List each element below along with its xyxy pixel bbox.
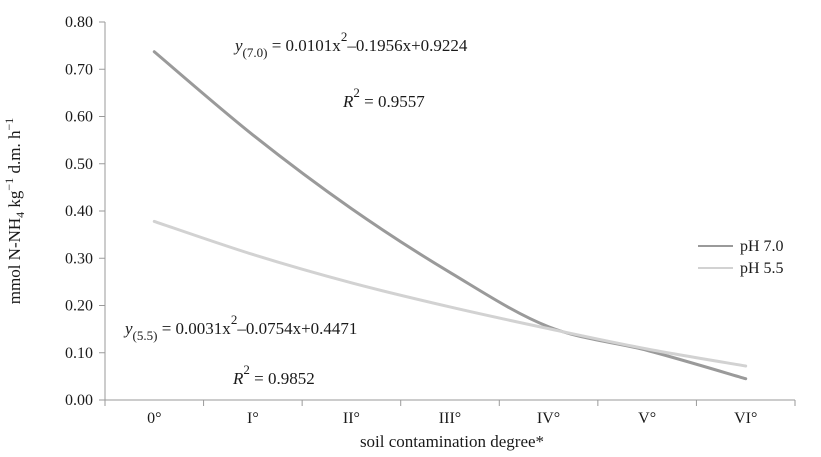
x-axis-title: soil contamination degree* <box>360 432 544 451</box>
r-squared-ph55: R2 = 0.9852 <box>232 362 315 388</box>
legend: pH 7.0 pH 5.5 <box>698 238 784 277</box>
axes-layer <box>104 22 795 401</box>
y-tick-label: 0.00 <box>65 392 93 409</box>
y-tick-label: 0.20 <box>65 298 93 315</box>
legend-label-ph55: pH 5.5 <box>740 260 784 277</box>
r-squared-ph70: R2 = 0.9557 <box>342 85 425 111</box>
x-tick-label: 0° <box>147 410 161 427</box>
x-tick-label: II° <box>343 410 360 427</box>
x-tick-label: III° <box>439 410 461 427</box>
y-tick-label: 0.80 <box>65 14 93 31</box>
equation-ph70: y(7.0) = 0.0101x2–0.1956x+0.9224 <box>233 29 468 60</box>
legend-label-ph70: pH 7.0 <box>740 238 784 255</box>
x-tick-group: 0° I° II° III° IV° V° VI° <box>104 400 796 427</box>
y-tick-group: 0.00 0.10 0.20 0.30 0.40 0.50 0.60 0.70 0.80 <box>65 14 105 409</box>
y-tick-label: 0.10 <box>65 345 93 362</box>
equation-ph55: y(5.5) = 0.0031x2–0.0754x+0.4471 <box>123 312 357 343</box>
x-tick-label: I° <box>247 410 259 427</box>
y-tick-label: 0.40 <box>65 203 93 220</box>
legend-item-ph55: pH 5.5 <box>698 260 784 277</box>
series-line-ph-5-5 <box>152 219 748 368</box>
series-layer <box>152 50 748 381</box>
x-tick-label: IV° <box>537 410 560 427</box>
y-tick-label: 0.60 <box>65 109 93 126</box>
y-tick-label: 0.50 <box>65 156 93 173</box>
x-tick-label: VI° <box>734 410 757 427</box>
y-tick-label: 0.70 <box>65 61 93 78</box>
legend-item-ph70: pH 7.0 <box>698 238 784 255</box>
x-tick-label: V° <box>638 410 656 427</box>
y-tick-label: 0.30 <box>65 250 93 267</box>
y-axis-title: mmol N-NH4 kg−1 d.m. h−1 <box>2 118 27 304</box>
